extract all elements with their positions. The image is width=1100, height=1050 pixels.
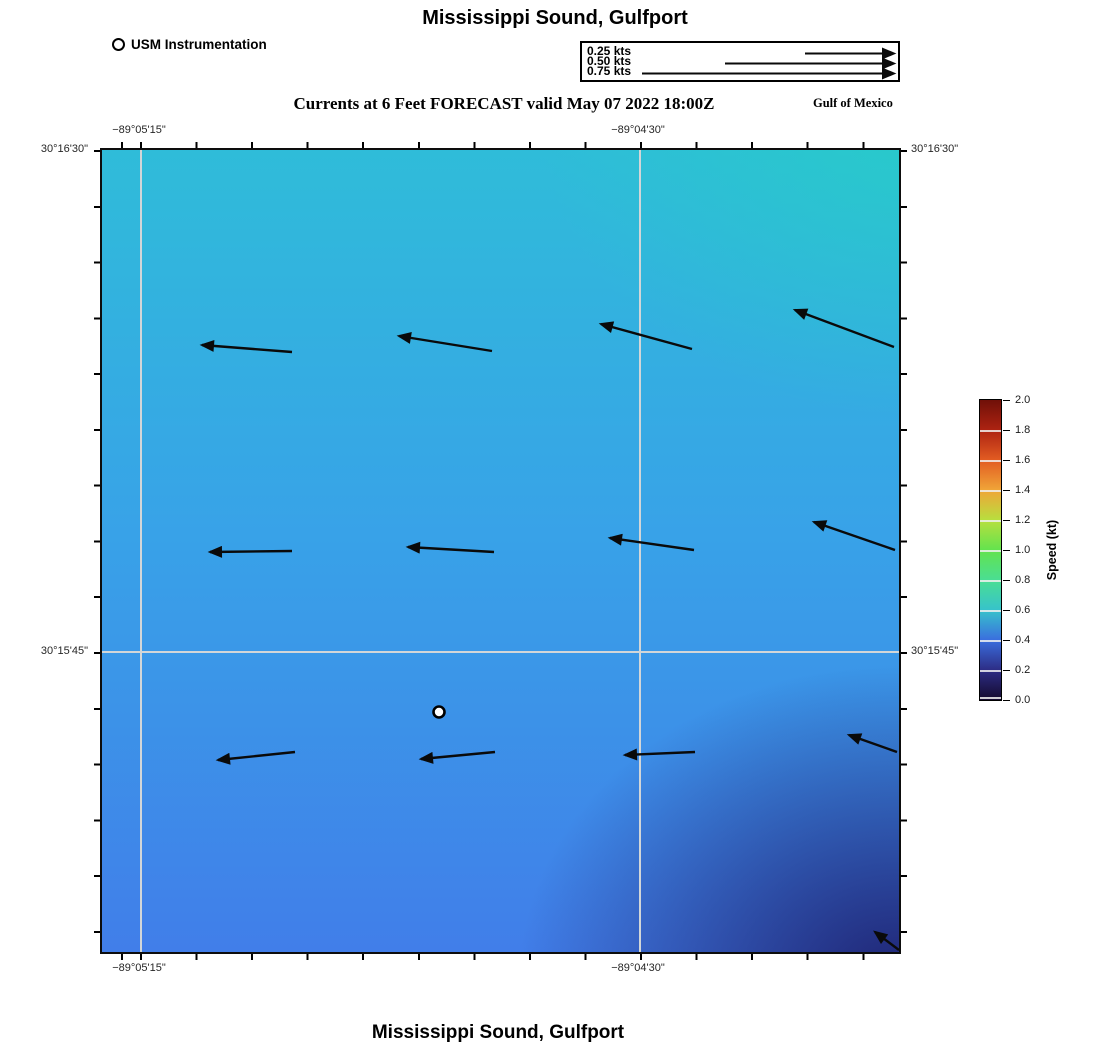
colorbar-level-line [980, 580, 1001, 582]
station-marker-icon [112, 38, 125, 51]
current-vector [207, 545, 293, 558]
scale-legend: 0.25 kts 0.50 kts 0.75 kts [580, 41, 900, 82]
colorbar-tick [1003, 579, 1010, 582]
colorbar-tick [1003, 489, 1010, 492]
lon-label-top-east: −89°04'30" [611, 124, 665, 136]
plot-subtitle: Currents at 6 Feet FORECAST valid May 07… [293, 94, 715, 113]
colorbar-level-line [980, 550, 1001, 552]
axis-ticks-bottom [102, 953, 899, 960]
current-vector [405, 541, 495, 554]
current-vector [811, 520, 896, 552]
colorbar-tick-label: 1.0 [1015, 543, 1031, 556]
current-vector [873, 930, 899, 951]
current-vector-layer [102, 150, 899, 952]
colorbar-title: Speed (kt) [1045, 519, 1059, 581]
current-speed-map [100, 148, 901, 954]
current-vector [215, 750, 296, 765]
lon-label-bottom-east: −89°04'30" [611, 962, 665, 974]
lon-label-bottom-west: −89°05'15" [112, 962, 166, 974]
colorbar-level-line [980, 430, 1001, 432]
colorbar-tick [1003, 699, 1010, 702]
current-vector [418, 750, 496, 764]
colorbar-level-line [980, 640, 1001, 642]
region-label: Gulf of Mexico [813, 96, 893, 110]
current-vector [607, 533, 695, 552]
colorbar-tick [1003, 609, 1010, 612]
footer-title: Mississippi Sound, Gulfport [371, 1022, 625, 1043]
colorbar-level-line [980, 520, 1001, 522]
colorbar-tick-label: 1.4 [1015, 483, 1031, 496]
colorbar-tick [1003, 639, 1010, 642]
lat-label-right-north: 30°16'30" [911, 143, 959, 155]
axis-ticks-right [900, 150, 907, 952]
station-legend: USM Instrumentation [112, 37, 267, 52]
colorbar-tick [1003, 519, 1010, 522]
colorbar-tick-label: 2.0 [1015, 393, 1031, 406]
lat-label-right-mid: 30°15'45" [911, 645, 959, 657]
current-vector [622, 748, 696, 761]
scale-legend-label-050: 0.50 kts [587, 54, 632, 68]
colorbar-tick [1003, 549, 1010, 552]
colorbar-group: 2.0 1.8 1.6 1.4 1.2 1.0 0.8 0.6 0.4 0.2 0.0 [979, 394, 1069, 706]
colorbar-tick-label: 0.0 [1015, 693, 1031, 706]
axis-ticks-top [102, 142, 899, 149]
colorbar-tick-label: 0.2 [1015, 663, 1031, 676]
colorbar [979, 399, 1002, 701]
station-legend-label: USM Instrumentation [131, 37, 267, 52]
axis-ticks-left [94, 150, 101, 952]
colorbar-level-line [980, 460, 1001, 462]
colorbar-level-line [980, 610, 1001, 612]
colorbar-level-line [980, 490, 1001, 492]
colorbar-tick-label: 0.4 [1015, 633, 1031, 646]
colorbar-tick-label: 1.8 [1015, 423, 1031, 436]
scale-legend-label-025: 0.25 kts [587, 44, 632, 58]
lat-label-left-north: 30°16'30" [40, 143, 88, 155]
scale-legend-arrows [642, 47, 897, 80]
lon-label-top-west: −89°05'15" [112, 124, 166, 136]
colorbar-level-line [980, 670, 1001, 672]
current-vector [199, 339, 293, 354]
current-vector [846, 733, 898, 754]
colorbar-tick-label: 1.6 [1015, 453, 1031, 466]
station-marker [432, 705, 446, 719]
current-vector [792, 308, 895, 349]
colorbar-tick [1003, 399, 1010, 402]
colorbar-tick [1003, 459, 1010, 462]
lat-label-left-mid: 30°15'45" [40, 645, 88, 657]
colorbar-tick-label: 1.2 [1015, 513, 1031, 526]
page-title: Mississippi Sound, Gulfport [422, 7, 688, 29]
colorbar-tick-label: 0.8 [1015, 573, 1031, 586]
scale-legend-label-075: 0.75 kts [587, 64, 632, 78]
colorbar-tick-label: 0.6 [1015, 603, 1031, 616]
colorbar-tick [1003, 669, 1010, 672]
colorbar-tick [1003, 429, 1010, 432]
current-vector [598, 321, 693, 351]
colorbar-level-line [980, 697, 1001, 699]
current-vector [396, 331, 493, 353]
